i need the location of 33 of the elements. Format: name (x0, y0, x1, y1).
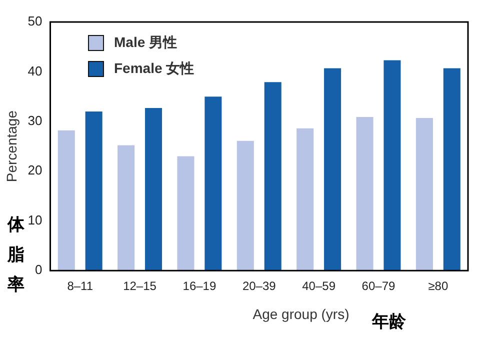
y-tick-label: 30 (28, 113, 42, 128)
bar (356, 116, 374, 271)
bar (264, 82, 282, 271)
y-tick-label: 10 (28, 212, 42, 228)
x-tick-label: ≥80 (428, 279, 448, 294)
x-tick-label: 16–19 (182, 279, 216, 294)
x-tick-label: 8–11 (67, 279, 94, 294)
bar (144, 108, 162, 271)
bar (204, 96, 222, 271)
y-tick-label: 40 (28, 63, 42, 78)
bar (236, 140, 254, 271)
x-tick-label: 60–79 (362, 279, 396, 294)
x-tick-label: 40–59 (302, 279, 336, 294)
legend-label: Male 男性 (114, 34, 178, 52)
y-axis-title: Percentage (3, 110, 20, 182)
bar (118, 145, 135, 271)
legend-label: Female 女性 (114, 60, 194, 78)
bar (296, 128, 314, 271)
bar (416, 118, 433, 271)
bar (324, 68, 342, 271)
bar (177, 156, 194, 271)
y-tick-label: 20 (28, 162, 42, 178)
x-tick-label: 20–39 (242, 279, 276, 294)
x-tick-label: 12–15 (123, 279, 157, 294)
y-tick-label: 0 (35, 262, 42, 278)
bar (58, 130, 75, 271)
text: 体脂率 (6, 214, 26, 296)
bar (85, 111, 102, 271)
bar (443, 68, 460, 271)
text: 年龄 (372, 311, 406, 333)
bar (384, 60, 401, 271)
y-tick-label: 50 (28, 14, 42, 29)
x-axis-title: Age group (yrs) (252, 306, 350, 322)
